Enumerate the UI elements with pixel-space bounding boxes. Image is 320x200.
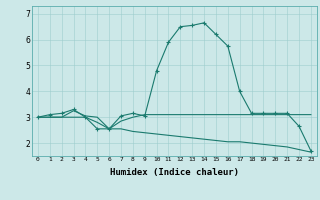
X-axis label: Humidex (Indice chaleur): Humidex (Indice chaleur): [110, 168, 239, 177]
